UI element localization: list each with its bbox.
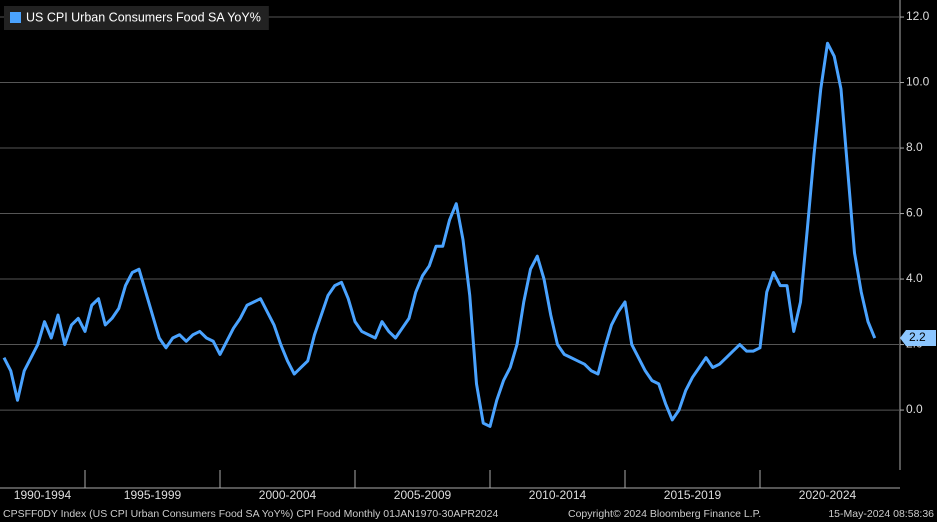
x-tick-label: 2010-2014	[529, 488, 587, 502]
series-line	[2, 41, 877, 428]
legend-box	[4, 6, 269, 30]
legend: US CPI Urban Consumers Food SA YoY%	[4, 6, 269, 30]
x-tick-label: 2015-2019	[664, 488, 722, 502]
x-tick-label: 2005-2009	[394, 488, 452, 502]
x-tick-label: 1995-1999	[124, 488, 182, 502]
y-tick-label: 12.0	[906, 9, 930, 23]
x-tick-label: 2000-2004	[259, 488, 317, 502]
x-tick-label: 2020-2024	[799, 488, 857, 502]
footer-source: CPSFF0DY Index (US CPI Urban Consumers F…	[3, 508, 498, 520]
legend-label: US CPI Urban Consumers Food SA YoY%	[26, 10, 261, 24]
y-tick-label: 10.0	[906, 75, 930, 89]
last-value-label: 2.2	[909, 330, 926, 344]
y-tick-label: 6.0	[906, 206, 923, 220]
last-value-tag	[900, 330, 936, 347]
y-tick-label: 0.0	[906, 402, 923, 416]
legend-swatch	[10, 12, 21, 23]
x-tick-label: 1990-1994	[14, 488, 72, 502]
y-tick-label: 4.0	[906, 271, 923, 285]
y-tick-label: 8.0	[906, 140, 923, 154]
footer-copyright: Copyright© 2024 Bloomberg Finance L.P.	[568, 508, 761, 520]
footer-timestamp: 15-May-2024 08:58:36	[828, 508, 934, 520]
